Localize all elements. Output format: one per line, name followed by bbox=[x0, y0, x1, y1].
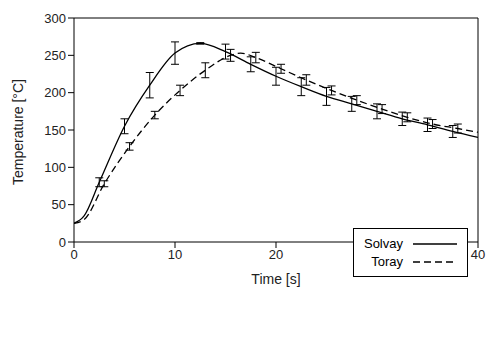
svg-text:0: 0 bbox=[70, 247, 77, 262]
svg-text:10: 10 bbox=[168, 247, 182, 262]
svg-text:200: 200 bbox=[44, 85, 66, 100]
svg-text:100: 100 bbox=[44, 160, 66, 175]
svg-text:Temperature [°C]: Temperature [°C] bbox=[10, 79, 26, 185]
svg-text:300: 300 bbox=[44, 11, 66, 26]
svg-text:250: 250 bbox=[44, 48, 66, 63]
svg-text:30: 30 bbox=[370, 247, 384, 262]
svg-text:Time [s]: Time [s] bbox=[251, 271, 300, 287]
svg-text:150: 150 bbox=[44, 123, 66, 138]
svg-text:20: 20 bbox=[269, 247, 283, 262]
svg-text:40: 40 bbox=[471, 247, 485, 262]
svg-text:50: 50 bbox=[52, 197, 66, 212]
svg-text:0: 0 bbox=[59, 235, 66, 250]
